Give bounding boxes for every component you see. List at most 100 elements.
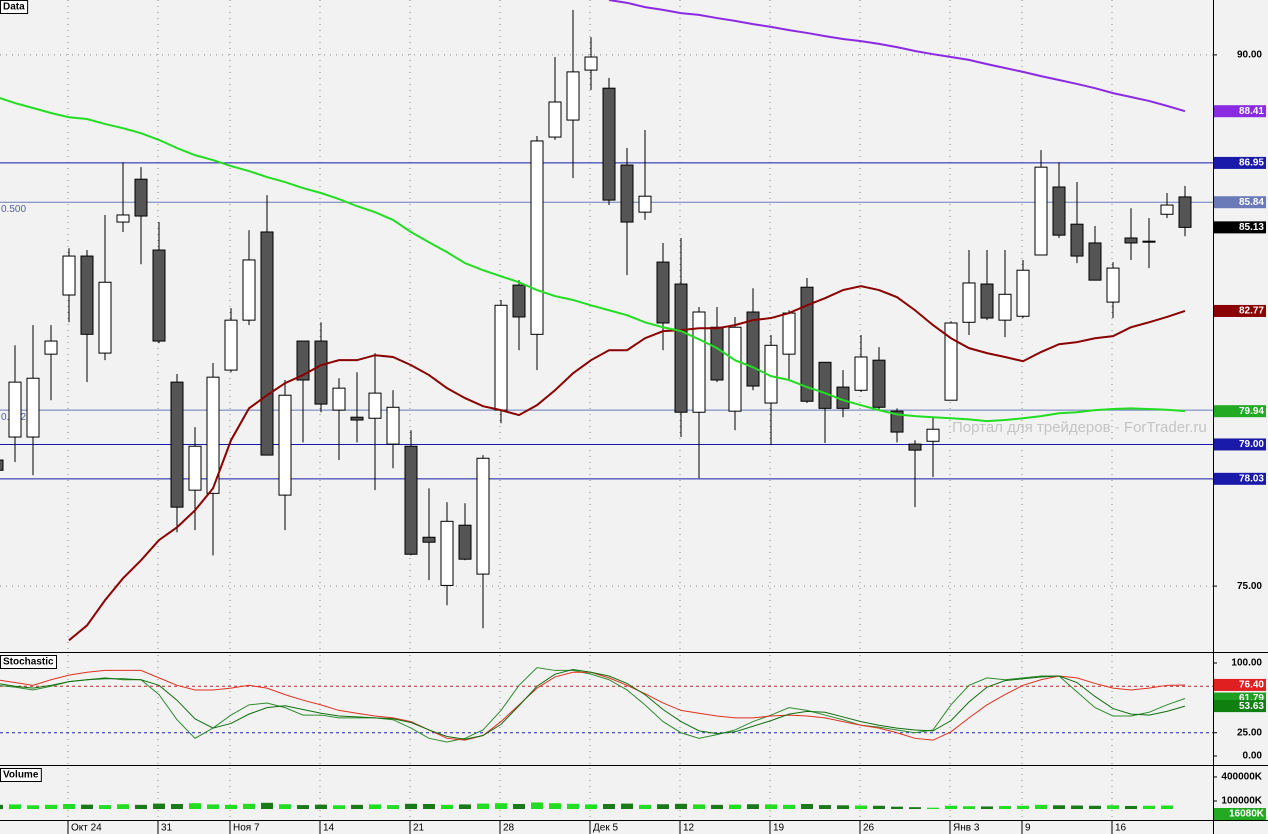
- price-marker-label: 88.41: [1239, 106, 1264, 117]
- candle-body: [908, 443, 922, 451]
- candle-body: [242, 259, 256, 321]
- panel-title-box: [0, 655, 58, 669]
- volume-bar: [891, 806, 903, 809]
- candle-body: [494, 304, 508, 411]
- volume-bar: [1089, 805, 1101, 809]
- volume-bar: [495, 803, 507, 809]
- candle-body: [476, 457, 490, 575]
- volume-bar: [729, 804, 741, 809]
- volume-bar: [1017, 805, 1029, 809]
- price-marker: [1214, 808, 1266, 820]
- volume-bar: [0, 804, 3, 809]
- candle-body: [26, 377, 40, 438]
- candle-body: [710, 326, 724, 381]
- candle-body: [1016, 269, 1030, 317]
- candle-body: [422, 536, 436, 543]
- candle-body: [728, 326, 742, 412]
- price-marker-label: 79.00: [1239, 439, 1264, 450]
- candle-body: [1142, 240, 1156, 243]
- candle-body: [746, 311, 760, 387]
- indicator-line: [608, 0, 1186, 113]
- candle-body: [278, 394, 292, 496]
- candle-body: [1124, 237, 1138, 244]
- price-marker: [1214, 405, 1266, 418]
- candle-body: [116, 214, 130, 223]
- candle-body: [890, 410, 904, 433]
- candle-body: [620, 164, 634, 223]
- candle-body: [170, 381, 184, 508]
- volume-bar: [99, 805, 111, 809]
- candle-body: [296, 340, 310, 381]
- candle-body: [998, 293, 1012, 321]
- x-tick-label: 14: [323, 823, 335, 834]
- x-tick-label: 9: [1025, 823, 1031, 834]
- volume-bar: [693, 804, 705, 809]
- volume-bar: [171, 804, 183, 809]
- panel: 0.5000.382Портал для трейдеров - ForTrad…: [0, 0, 1213, 652]
- candle-body: [638, 195, 652, 213]
- volume-bar: [639, 804, 651, 809]
- candle-body: [1178, 196, 1192, 228]
- candle-body: [386, 406, 400, 445]
- volume-bar: [261, 802, 273, 809]
- volume-bar: [603, 804, 615, 809]
- candle-body: [206, 376, 220, 494]
- candle-body: [854, 356, 868, 391]
- volume-bar: [621, 803, 633, 809]
- x-tick-label: Дек 5: [593, 823, 618, 834]
- candle-body: [656, 261, 670, 324]
- candle-body: [1106, 267, 1120, 303]
- volume-bar: [243, 803, 255, 809]
- indicator-line: [68, 285, 1186, 642]
- indicator-line: [0, 668, 1186, 740]
- y-tick-label: 0.00: [1243, 751, 1263, 762]
- panel-title-box: [0, 0, 29, 14]
- price-marker: [1214, 438, 1266, 451]
- volume-bar: [1125, 805, 1137, 809]
- candle-body: [98, 281, 112, 354]
- y-tick-label: 25.00: [1237, 727, 1262, 738]
- candle-body: [404, 445, 418, 555]
- candle-body: [350, 416, 364, 421]
- volume-bar: [747, 804, 759, 809]
- volume-bar: [711, 804, 723, 809]
- price-marker-label: 53.63: [1239, 701, 1264, 712]
- volume-bar: [945, 805, 957, 809]
- volume-bar: [819, 805, 831, 809]
- volume-bar: [1107, 805, 1119, 809]
- candle-body: [566, 71, 580, 121]
- x-tick-label: Окт 24: [71, 823, 102, 834]
- candle-body: [1070, 223, 1084, 257]
- volume-bar: [909, 807, 921, 809]
- volume-bar: [117, 804, 129, 809]
- candle-body: [332, 387, 346, 411]
- candle-body: [188, 445, 202, 491]
- volume-bar: [1071, 805, 1083, 809]
- candle-body: [1052, 186, 1066, 236]
- volume-bar: [513, 804, 525, 809]
- candle-body: [458, 524, 472, 560]
- volume-bar: [27, 805, 39, 809]
- volume-bar: [873, 805, 885, 809]
- candle-body: [692, 311, 706, 413]
- volume-bar: [567, 803, 579, 809]
- price-marker-label: 76.40: [1239, 680, 1264, 691]
- panel-title: Data: [3, 2, 25, 13]
- volume-bar: [405, 803, 417, 809]
- price-marker: [1214, 156, 1266, 169]
- indicator-line: [0, 667, 1186, 743]
- price-marker-label: 82.77: [1239, 306, 1264, 317]
- candle-body: [368, 392, 382, 419]
- volume-bar: [1161, 805, 1173, 809]
- candle-body: [44, 340, 58, 355]
- volume-bar: [297, 805, 309, 809]
- volume-bar: [657, 804, 669, 809]
- x-tick-label: 26: [863, 823, 875, 834]
- panel-title-box: [0, 768, 42, 782]
- y-tick-label: 75.00: [1237, 581, 1262, 592]
- candle-body: [512, 284, 526, 318]
- candle-body: [152, 249, 166, 342]
- candle-body: [1034, 166, 1048, 256]
